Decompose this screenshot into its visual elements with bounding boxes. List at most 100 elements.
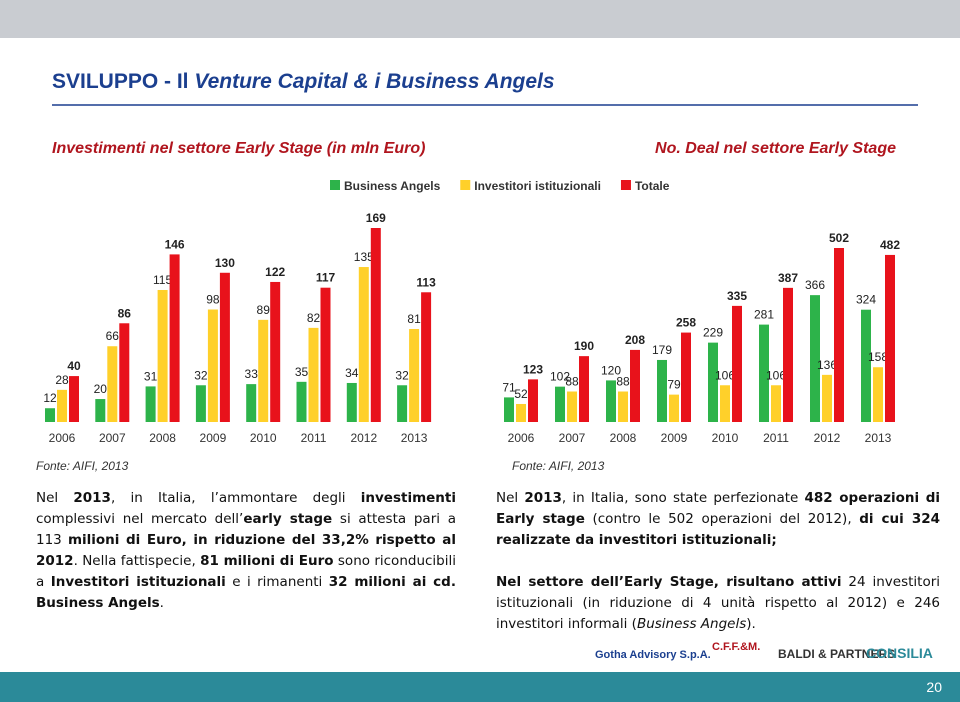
bar — [708, 342, 718, 422]
value-label: 229 — [703, 326, 723, 340]
bar — [567, 391, 577, 422]
bar — [834, 248, 844, 422]
value-label: 258 — [676, 316, 696, 330]
text-run: investimenti — [360, 490, 456, 506]
bar — [630, 349, 640, 422]
value-label: 179 — [652, 343, 672, 357]
bar — [358, 267, 369, 422]
x-tick-label: 2009 — [661, 431, 688, 445]
slide-title: SVILUPPO - Il Venture Capital & i Busine… — [52, 70, 555, 93]
text-run: . Nella fattispecie, — [73, 553, 201, 569]
text-run: milioni di Euro, in riduzione del 33,2% … — [36, 532, 456, 569]
paragraph: Nel 2013, in Italia, l’ammontare degli i… — [36, 488, 456, 614]
bar — [516, 403, 526, 422]
value-label: 106 — [766, 368, 786, 382]
value-label: 146 — [165, 237, 185, 251]
value-label: 86 — [118, 306, 132, 320]
x-tick-label: 2006 — [49, 431, 76, 445]
logo: C.F.F.&M. — [712, 641, 760, 653]
value-label: 208 — [625, 333, 645, 347]
bar — [107, 346, 118, 422]
bar — [409, 329, 420, 422]
bar — [308, 327, 319, 422]
value-label: 158 — [868, 350, 888, 364]
bar — [145, 386, 156, 422]
x-tick-label: 2011 — [763, 431, 789, 445]
bar — [95, 399, 106, 422]
value-label: 20 — [94, 382, 108, 396]
bar — [320, 287, 331, 422]
value-label: 40 — [67, 359, 81, 373]
legend-label: Totale — [635, 179, 670, 193]
x-tick-label: 2010 — [250, 431, 277, 445]
footer-band — [0, 672, 960, 702]
text-run: Investitori istituzionali — [50, 574, 226, 590]
value-label: 122 — [265, 265, 285, 279]
text-run: . — [159, 595, 164, 611]
chart-title: No. Deal nel settore Early Stage — [655, 140, 896, 157]
bar — [207, 309, 218, 422]
x-tick-label: 2011 — [301, 431, 327, 445]
bar — [885, 254, 895, 422]
value-label: 502 — [829, 231, 849, 245]
value-label: 324 — [856, 293, 876, 307]
bar — [861, 309, 871, 422]
value-label: 136 — [817, 358, 837, 372]
text-run: Nel — [496, 490, 525, 506]
bar — [195, 385, 206, 422]
bar — [606, 380, 616, 422]
text-run: , in Italia, sono state perfezionate — [561, 490, 805, 506]
bar — [720, 385, 730, 422]
bar — [346, 382, 357, 422]
value-label: 79 — [667, 378, 681, 392]
logo: Gotha Advisory S.p.A. — [595, 649, 711, 661]
value-label: 33 — [245, 367, 259, 381]
bar — [169, 254, 180, 422]
value-label: 366 — [805, 278, 825, 292]
bar — [157, 289, 168, 422]
value-label: 123 — [523, 362, 543, 376]
bar — [119, 323, 130, 422]
bar — [732, 305, 742, 422]
value-label: 130 — [215, 256, 235, 270]
bar — [555, 386, 565, 422]
text-run: Business Angels — [636, 616, 747, 632]
text-run: 482 operazioni di Early stage — [496, 490, 940, 527]
bar — [69, 376, 79, 422]
bar — [810, 295, 820, 422]
legend-swatch — [330, 180, 340, 190]
x-tick-label: 2012 — [814, 431, 841, 445]
logo: CONSILIA — [866, 645, 933, 661]
source: Fonte: AIFI, 2013 — [36, 459, 129, 473]
text-run: complessivi nel mercato dell’ — [36, 511, 244, 527]
text-run: Nel settore dell’Early Stage, risultano … — [496, 574, 842, 590]
text-run: 24 investitori istituzionali (in riduzio… — [496, 574, 940, 632]
paragraph: Nel 2013, in Italia, sono state perfezio… — [496, 488, 940, 551]
logo: BALDI & PARTNERS — [778, 647, 895, 661]
value-label: 115 — [153, 273, 172, 287]
bar — [657, 359, 667, 422]
text-run: 2013 — [73, 490, 111, 506]
value-label: 482 — [880, 238, 900, 252]
value-label: 387 — [778, 271, 798, 285]
source: Fonte: AIFI, 2013 — [512, 459, 605, 473]
bar — [822, 374, 832, 422]
value-label: 190 — [574, 339, 594, 353]
value-label: 89 — [257, 303, 271, 317]
text-run: e i rimanenti — [225, 574, 329, 590]
legend-swatch — [620, 180, 631, 190]
value-label: 113 — [416, 275, 436, 289]
value-label: 32 — [194, 368, 208, 382]
bar — [421, 292, 432, 422]
value-label: 28 — [55, 373, 69, 387]
x-tick-label: 2008 — [149, 431, 176, 445]
value-label: 66 — [106, 329, 120, 343]
bar — [669, 394, 679, 422]
bar — [504, 397, 514, 422]
text-run: Nel — [36, 490, 74, 506]
value-label: 88 — [565, 374, 579, 388]
text-run: 32 milioni ai cd. Business Angels — [36, 574, 456, 611]
x-tick-label: 2012 — [350, 431, 377, 445]
bar — [45, 408, 55, 422]
